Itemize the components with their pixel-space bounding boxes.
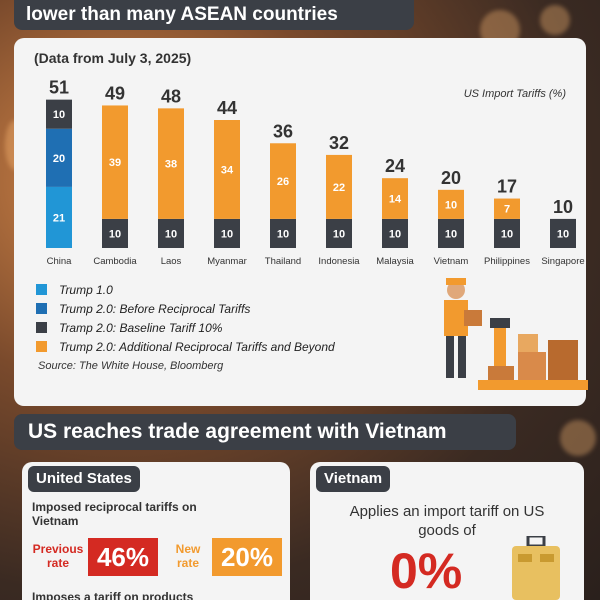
segment-value-label: 10 xyxy=(501,228,513,240)
segment-value-label: 10 xyxy=(277,228,289,240)
vietnam-card: Vietnam Applies an import tariff on US g… xyxy=(310,462,584,600)
segment-value-label: 10 xyxy=(445,199,457,211)
luggage-icon xyxy=(512,536,560,600)
segment-value-label: 10 xyxy=(53,109,65,121)
warehouse-worker-illustration xyxy=(444,278,588,390)
bar-segment xyxy=(270,218,296,248)
legend-label: Tramp 2.0: Baseline Tariff 10% xyxy=(59,320,223,335)
segment-value-label: 10 xyxy=(221,228,233,240)
category-label: Vietnam xyxy=(434,256,469,267)
category-label: Malaysia xyxy=(376,256,414,267)
bar-segment xyxy=(102,218,128,248)
vietnam-tariff-value: 0% xyxy=(390,543,463,599)
us-card-heading: United States xyxy=(28,466,140,492)
chart-panel: (Data from July 3, 2025) US Import Tarif… xyxy=(14,38,588,406)
bar-segment xyxy=(46,99,72,129)
section-title: US reaches trade agreement with Vietnam xyxy=(14,414,516,450)
chart-subtitle: (Data from July 3, 2025) xyxy=(34,50,192,66)
bar-total-label: 51 xyxy=(49,78,69,98)
segment-value-label: 10 xyxy=(445,228,457,240)
category-label: Singapore xyxy=(541,256,584,267)
bar-segment xyxy=(46,128,72,187)
bar-segment xyxy=(270,143,296,219)
segment-value-label: 39 xyxy=(109,157,121,169)
segment-value-label: 38 xyxy=(165,159,177,171)
bar-total-label: 36 xyxy=(273,121,293,141)
legend-label: Trump 2.0: Before Reciprocal Tariffs xyxy=(59,301,251,316)
chart-legend: Trump 1.0 Trump 2.0: Before Reciprocal T… xyxy=(36,280,335,356)
headline: lower than many ASEAN countries xyxy=(14,0,414,30)
bar-segment xyxy=(214,120,240,219)
segment-value-label: 10 xyxy=(165,228,177,240)
vietnam-card-heading: Vietnam xyxy=(316,466,391,492)
bar-total-label: 48 xyxy=(161,86,181,106)
bar-total-label: 17 xyxy=(497,177,517,197)
bar-segment xyxy=(494,198,520,219)
bokeh-light xyxy=(540,5,570,35)
category-label: Myanmar xyxy=(207,256,247,267)
us-tariff-text: Imposes a tariff on products xyxy=(32,590,194,600)
bar-segment xyxy=(438,189,464,219)
legend-swatch xyxy=(36,303,47,314)
legend-swatch xyxy=(36,341,47,352)
bar-total-label: 44 xyxy=(217,98,237,118)
legend-item: Tramp 2.0: Baseline Tariff 10% xyxy=(36,318,335,337)
segment-value-label: 7 xyxy=(504,204,510,216)
legend-swatch xyxy=(36,322,47,333)
chart-unit-label: US Import Tariffs (%) xyxy=(463,88,566,100)
us-card: United States Imposed reciprocal tariffs… xyxy=(22,462,290,600)
bar-total-label: 10 xyxy=(553,197,573,217)
segment-value-label: 34 xyxy=(221,164,234,176)
legend-label: Trump 2.0: Additional Reciprocal Tariffs… xyxy=(59,339,335,354)
bar-segment xyxy=(158,218,184,248)
bar-total-label: 20 xyxy=(441,168,461,188)
bar-total-label: 32 xyxy=(329,133,349,153)
segment-value-label: 10 xyxy=(109,228,121,240)
previous-rate-value: 46% xyxy=(88,538,158,576)
legend-label: Trump 1.0 xyxy=(59,282,113,297)
new-rate-label: New rate xyxy=(175,542,201,570)
us-reciprocal-text: Imposed reciprocal tariffs on Vietnam xyxy=(32,500,197,528)
segment-value-label: 21 xyxy=(53,212,65,224)
bar-chart: 21 20 10 51 China 10 39 49 Cambodia 10 38 48 Laos 10 3… xyxy=(46,78,585,267)
category-label: China xyxy=(47,256,73,267)
category-label: Laos xyxy=(161,256,182,267)
bokeh-light xyxy=(560,420,596,456)
bar-segment xyxy=(326,154,352,219)
bar-segment xyxy=(550,218,576,248)
segment-value-label: 20 xyxy=(53,153,65,165)
legend-swatch xyxy=(36,284,47,295)
chart-source: Source: The White House, Bloomberg xyxy=(38,360,224,372)
segment-value-label: 22 xyxy=(333,182,345,194)
bar-segment xyxy=(382,178,408,219)
category-label: Philippines xyxy=(484,256,530,267)
segment-value-label: 26 xyxy=(277,176,289,188)
segment-value-label: 10 xyxy=(333,228,345,240)
previous-rate-label: Previous rate xyxy=(32,542,84,570)
bar-total-label: 49 xyxy=(105,83,125,103)
bar-segment xyxy=(494,218,520,248)
segment-value-label: 10 xyxy=(557,228,569,240)
bar-segment xyxy=(46,186,72,248)
segment-value-label: 10 xyxy=(389,228,401,240)
category-label: Indonesia xyxy=(318,256,360,267)
bar-segment xyxy=(382,218,408,248)
bar-segment xyxy=(214,218,240,248)
category-label: Thailand xyxy=(265,256,301,267)
new-rate-value: 20% xyxy=(212,538,282,576)
legend-item: Trump 1.0 xyxy=(36,280,335,299)
category-label: Cambodia xyxy=(93,256,137,267)
bar-segment xyxy=(326,218,352,248)
legend-item: Trump 2.0: Before Reciprocal Tariffs xyxy=(36,299,335,318)
segment-value-label: 14 xyxy=(389,194,402,206)
bar-total-label: 24 xyxy=(385,156,405,176)
bar-segment xyxy=(102,105,128,219)
vietnam-import-text: Applies an import tariff on US goods of xyxy=(349,503,545,539)
bar-segment xyxy=(438,218,464,248)
legend-item: Trump 2.0: Additional Reciprocal Tariffs… xyxy=(36,337,335,356)
bar-segment xyxy=(158,108,184,219)
